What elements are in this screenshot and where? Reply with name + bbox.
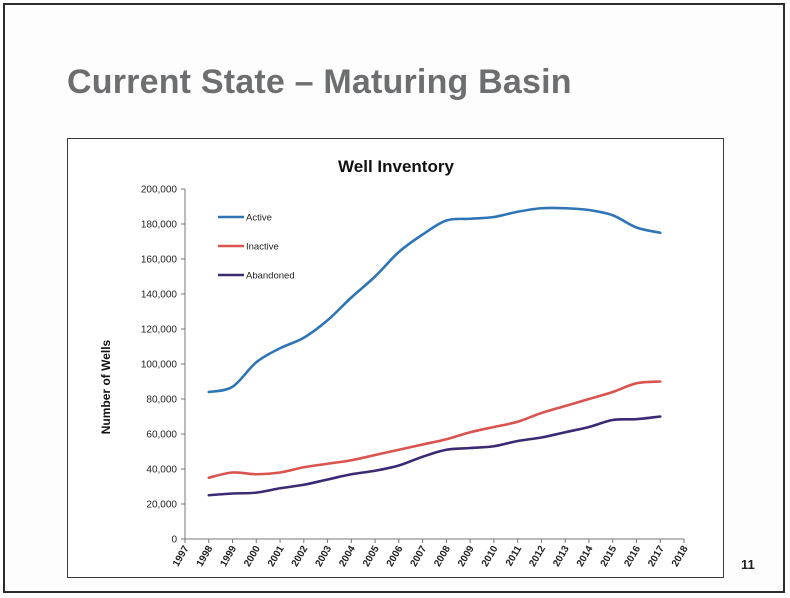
x-tick-label: 2005 <box>361 544 382 569</box>
x-tick-label: 2008 <box>432 544 453 569</box>
page-number: 11 <box>741 557 755 572</box>
x-tick-label: 2018 <box>670 544 691 569</box>
x-tick-label: 2016 <box>622 544 643 569</box>
legend: Active Inactive Abandoned <box>218 213 295 282</box>
x-tick-label: 2004 <box>337 544 358 569</box>
legend-label-abandoned: Abandoned <box>246 271 295 282</box>
series-line-abandoned <box>207 415 662 497</box>
chart-title: Well Inventory <box>338 157 454 176</box>
y-tick-label: 180,000 <box>141 220 178 231</box>
x-tick-label: 2000 <box>242 544 263 569</box>
x-tick-label: 2001 <box>266 544 287 569</box>
chart-frame: Well Inventory Number of Wells 0 20,000 40… <box>67 138 724 578</box>
series-lines <box>207 206 662 497</box>
x-tick-label: 2006 <box>385 544 406 569</box>
series-line-inactive <box>207 380 662 480</box>
x-tick-label: 2011 <box>504 544 525 569</box>
y-tick-label: 120,000 <box>141 325 178 336</box>
x-tick-label: 2010 <box>480 544 501 569</box>
y-ticks: 0 20,000 40,000 60,000 80,000 100,000 120,000 1… <box>141 185 185 546</box>
x-tick-label: 1997 <box>171 544 192 569</box>
legend-label-active: Active <box>246 213 272 224</box>
y-tick-label: 20,000 <box>146 500 177 511</box>
x-ticks: 1997 1998 1999 2000 2001 2002 2003 2004 2005 2006… <box>171 539 691 569</box>
y-axis-label: Number of Wells <box>99 339 113 434</box>
x-tick-label: 2015 <box>599 544 620 569</box>
x-tick-label: 2009 <box>456 544 477 569</box>
x-tick-label: 2002 <box>290 544 311 569</box>
legend-label-inactive: Inactive <box>246 242 279 253</box>
x-tick-label: 2012 <box>527 544 548 569</box>
x-tick-label: 2013 <box>551 544 572 569</box>
slide-title: Current State – Maturing Basin <box>67 63 572 101</box>
y-tick-label: 200,000 <box>141 185 178 196</box>
x-tick-label: 2014 <box>575 544 596 569</box>
x-tick-label: 1998 <box>195 544 216 569</box>
y-tick-label: 80,000 <box>146 395 177 406</box>
y-tick-label: 0 <box>171 535 177 546</box>
y-tick-label: 60,000 <box>146 430 177 441</box>
well-inventory-chart: Well Inventory Number of Wells 0 20,000 40… <box>99 157 691 569</box>
y-tick-label: 100,000 <box>141 360 178 371</box>
x-tick-label: 2007 <box>409 544 430 569</box>
slide: Current State – Maturing Basin Well Inve… <box>3 3 785 593</box>
y-tick-label: 40,000 <box>146 465 177 476</box>
y-tick-label: 160,000 <box>141 255 178 266</box>
x-tick-label: 2003 <box>314 544 335 569</box>
series-line-active <box>207 206 662 394</box>
y-tick-label: 140,000 <box>141 290 178 301</box>
x-tick-label: 1999 <box>218 544 239 569</box>
x-tick-label: 2017 <box>646 544 667 569</box>
